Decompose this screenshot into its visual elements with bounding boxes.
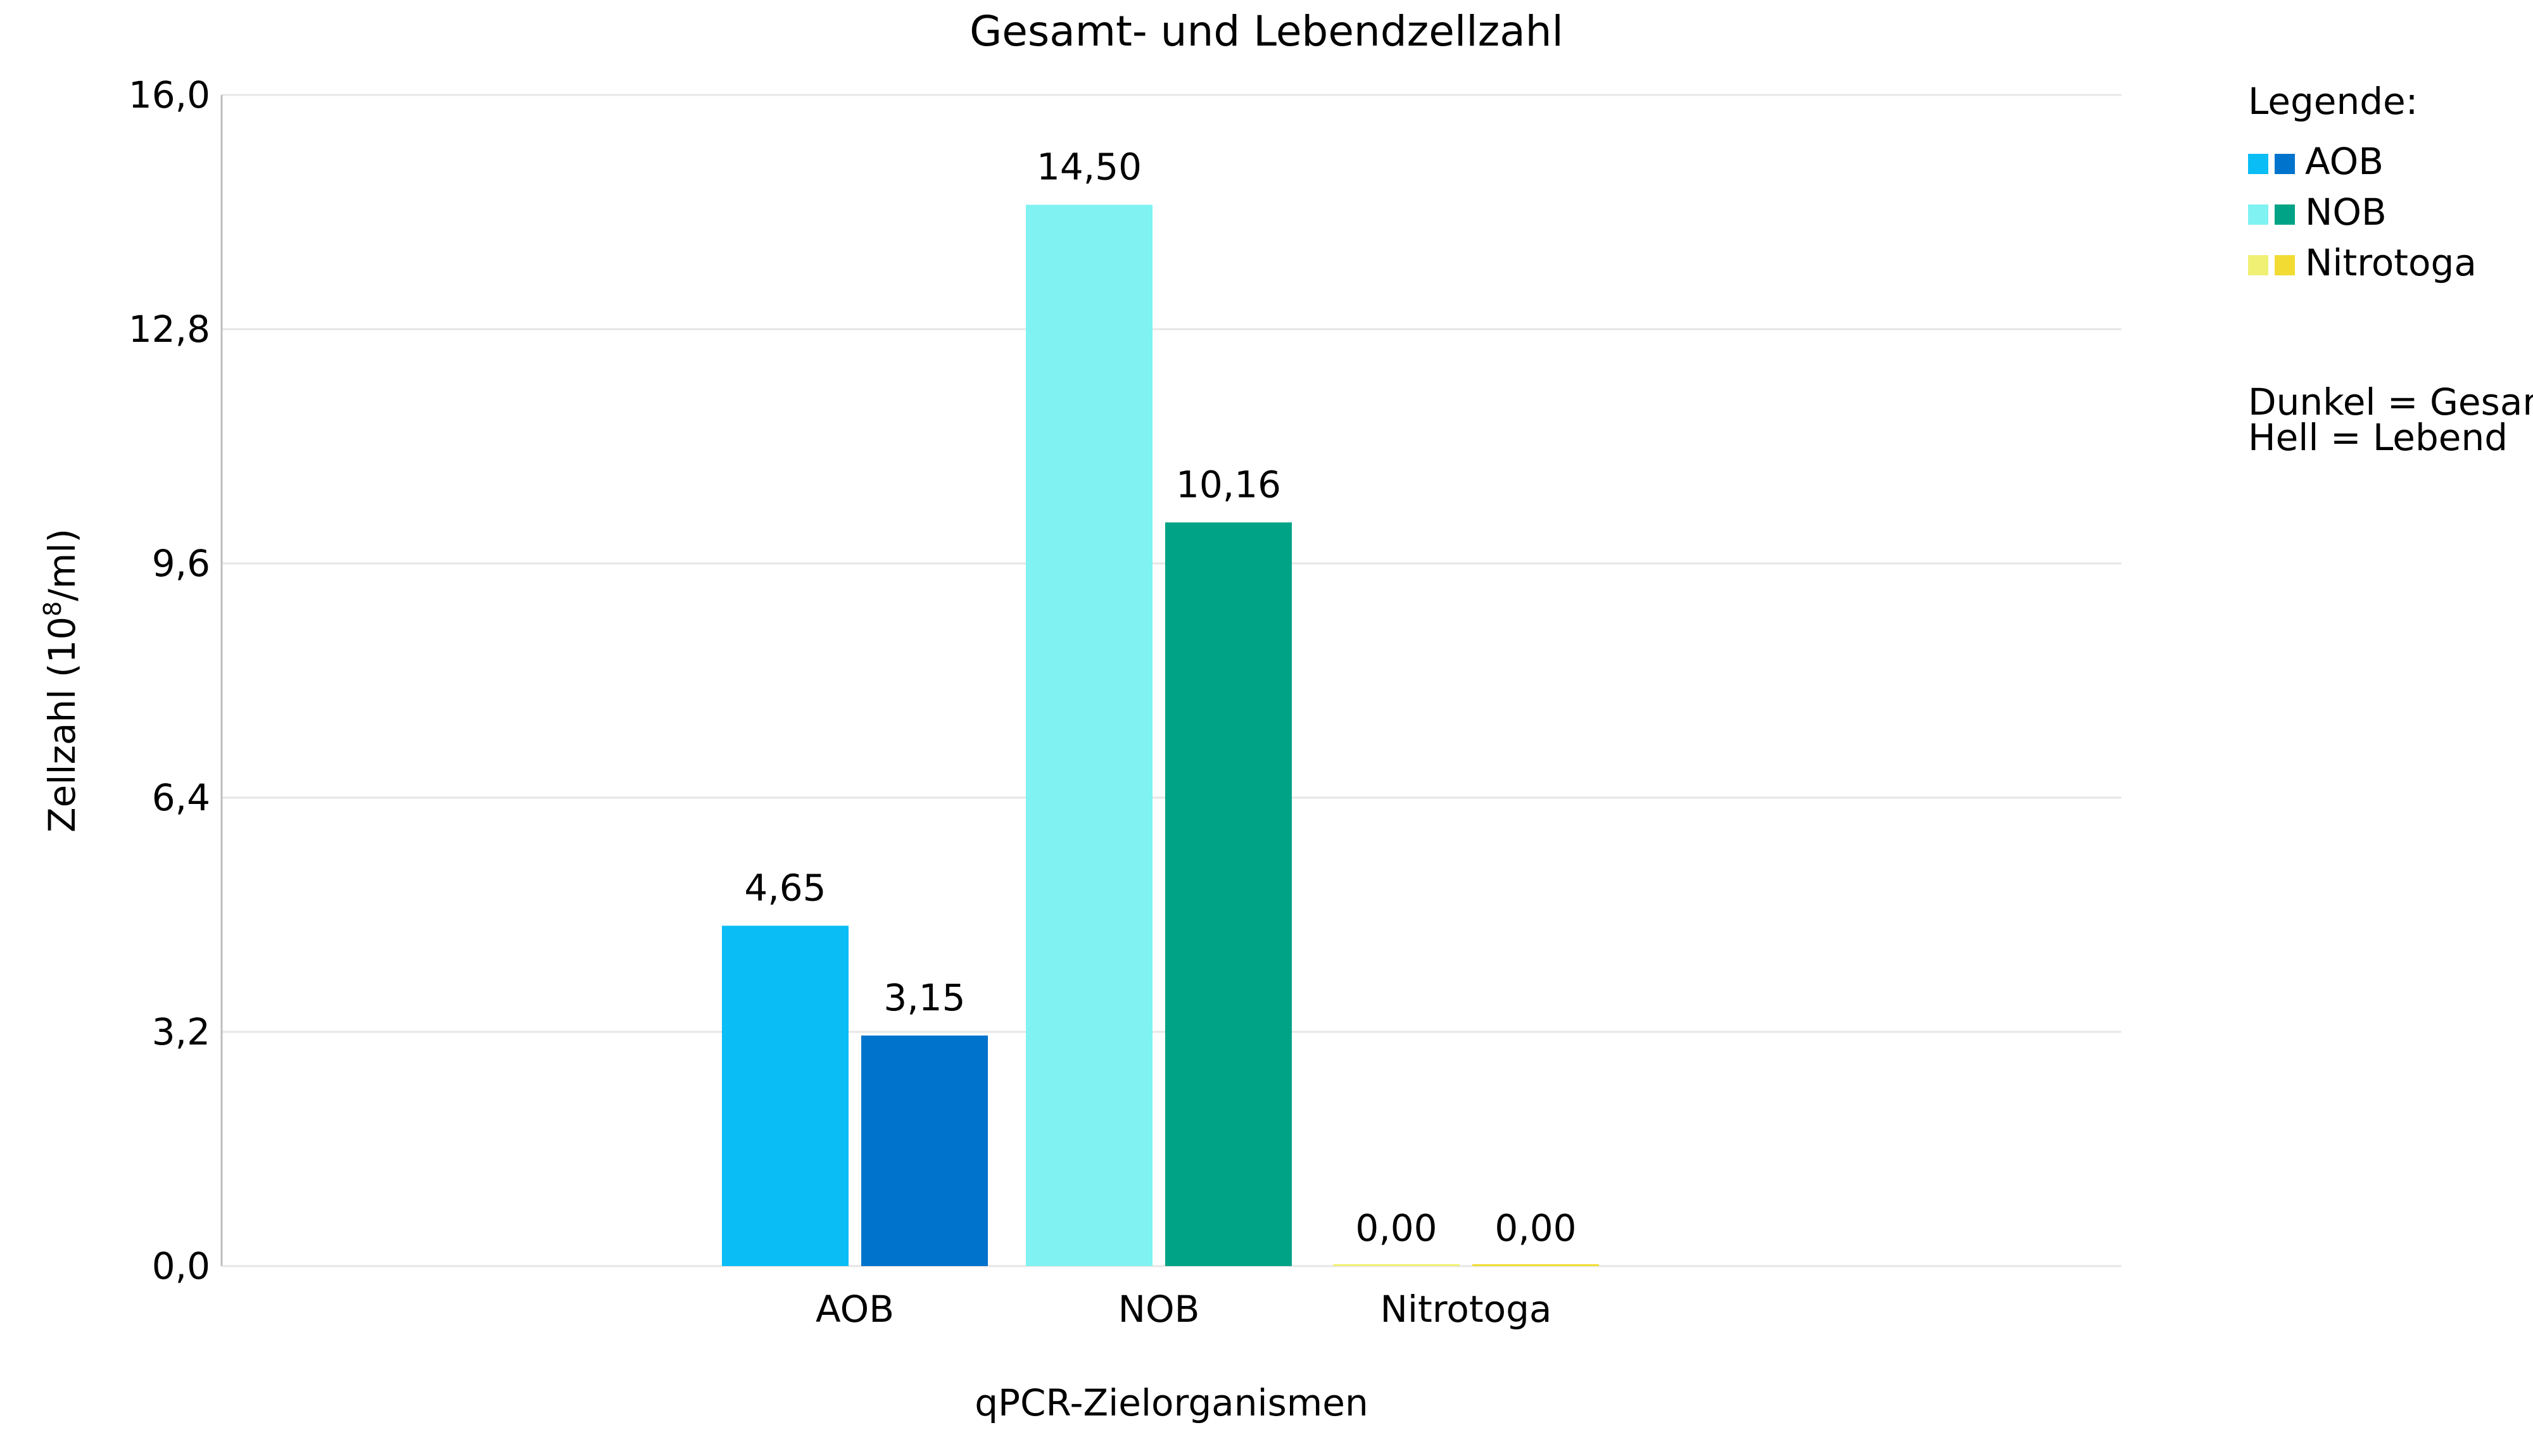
x-axis-ticks: AOB NOB Nitrotoga — [816, 1288, 1552, 1331]
bar-aob-dunkel — [861, 1035, 988, 1266]
legend-swatch-light — [2248, 154, 2268, 174]
bar-value-label: 4,65 — [744, 866, 826, 909]
legend-label: NOB — [2305, 191, 2387, 234]
bar-value-label: 10,16 — [1176, 463, 1281, 506]
y-tick-label: 6,4 — [152, 776, 210, 819]
y-tick-label: 0,0 — [152, 1245, 210, 1288]
legend-swatch-light — [2248, 204, 2268, 225]
x-tick-label: NOB — [1118, 1288, 1200, 1331]
y-axis-label-suffix: /ml) — [41, 529, 84, 601]
x-axis-label: qPCR-Zielorganismen — [975, 1381, 1368, 1424]
legend-swatch-dark — [2275, 154, 2295, 174]
legend: Legende: AOB NOB Nitrotoga Dunkel = Gesamt… — [2248, 80, 2533, 459]
bar-nitrotoga-hell — [1333, 1264, 1460, 1266]
legend-entries: AOB NOB Nitrotoga — [2248, 140, 2477, 284]
bar-nob-hell — [1026, 204, 1153, 1266]
bar-value-label: 0,00 — [1494, 1207, 1576, 1250]
bar-value-label: 3,15 — [883, 976, 965, 1019]
legend-notes: Dunkel = GesamtHell = Lebend — [2248, 380, 2533, 459]
chart-title: Gesamt- und Lebendzellzahl — [970, 7, 1563, 56]
legend-swatch-light — [2248, 255, 2268, 275]
bar-nob-dunkel — [1165, 522, 1292, 1266]
x-tick-label: AOB — [816, 1288, 894, 1331]
y-axis-label-prefix: Zellzahl (10 — [41, 617, 84, 832]
legend-swatch-dark — [2275, 255, 2295, 275]
bar-aob-hell — [722, 926, 849, 1266]
y-axis-label: Zellzahl (108/ml) — [39, 529, 84, 832]
bars — [722, 204, 1599, 1266]
x-tick-label: Nitrotoga — [1380, 1288, 1552, 1331]
bar-nitrotoga-dunkel — [1472, 1264, 1599, 1266]
legend-label: AOB — [2305, 140, 2384, 183]
bar-value-label: 14,50 — [1037, 145, 1142, 188]
legend-label: Nitrotoga — [2305, 241, 2477, 284]
y-tick-label: 12,8 — [129, 308, 210, 351]
legend-title: Legende: — [2248, 80, 2418, 123]
bar-value-labels: 4,65 3,15 14,50 10,16 0,00 0,00 — [744, 145, 1576, 1250]
y-axis-label-superscript: 8 — [39, 601, 66, 617]
y-tick-label: 9,6 — [152, 542, 210, 585]
y-axis-ticks: 0,0 3,2 6,4 9,6 12,8 16,0 — [129, 73, 210, 1288]
y-tick-label: 16,0 — [129, 73, 210, 116]
bar-value-label: 0,00 — [1355, 1207, 1437, 1250]
legend-swatch-dark — [2275, 204, 2295, 225]
legend-note: Dunkel = Gesamt — [2248, 380, 2533, 424]
y-tick-label: 3,2 — [152, 1010, 210, 1053]
legend-note: Hell = Lebend — [2248, 416, 2508, 459]
